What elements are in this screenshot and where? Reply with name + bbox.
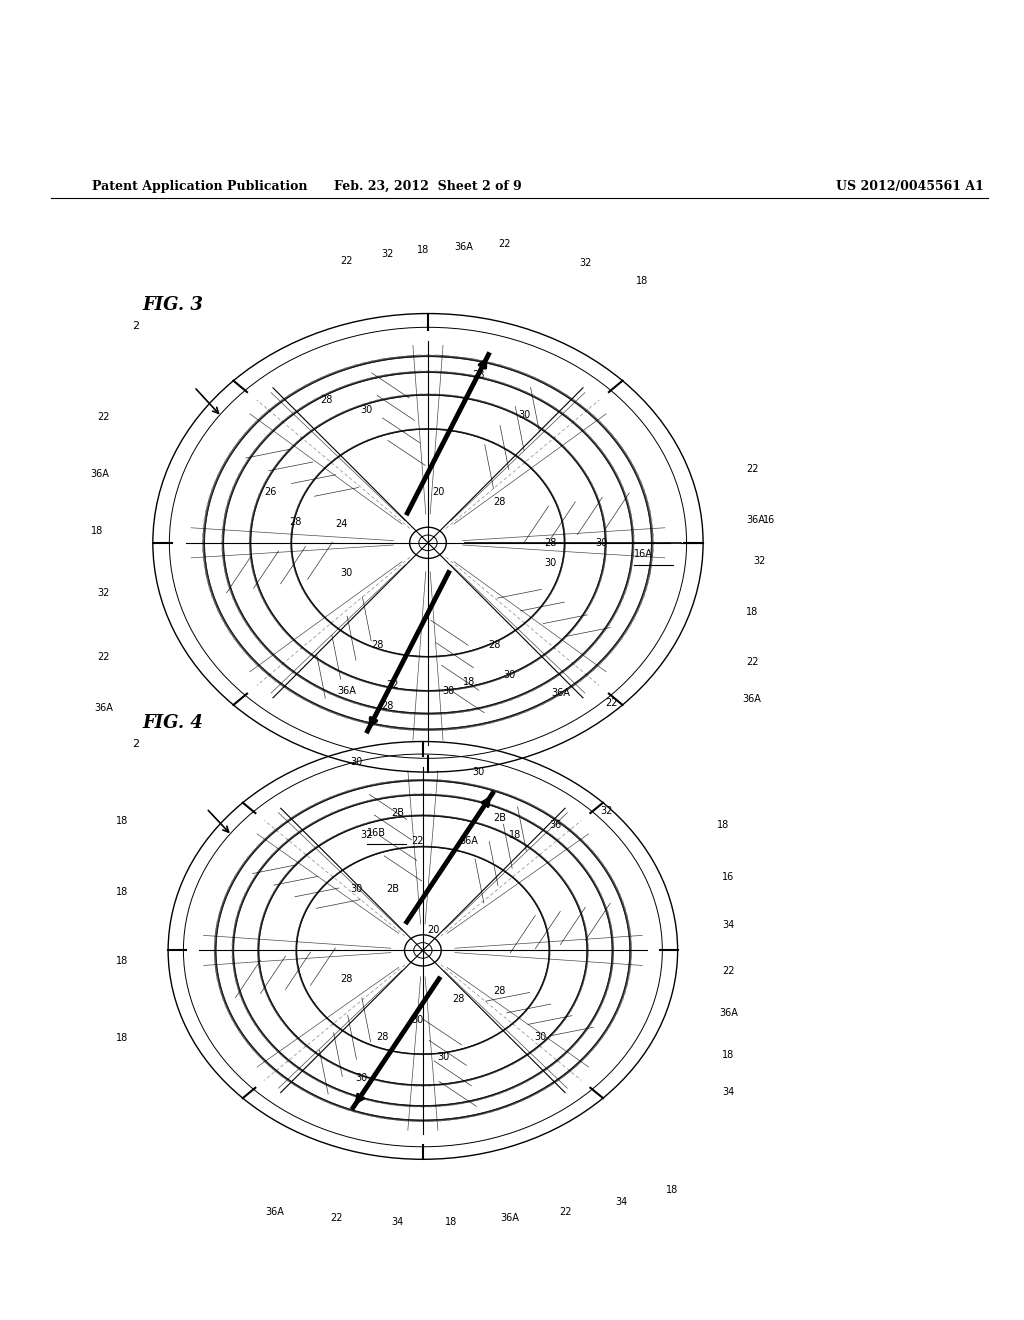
Text: 16B: 16B [367, 828, 386, 838]
Text: 22: 22 [412, 837, 424, 846]
Text: 30: 30 [340, 569, 352, 578]
Text: 36A: 36A [551, 688, 570, 697]
Text: 28: 28 [473, 370, 485, 380]
Text: 22: 22 [97, 412, 111, 421]
Text: Feb. 23, 2012  Sheet 2 of 9: Feb. 23, 2012 Sheet 2 of 9 [334, 180, 522, 193]
Text: 36A: 36A [337, 685, 356, 696]
Text: 16A: 16A [634, 549, 653, 560]
Text: 36A: 36A [719, 1008, 738, 1018]
Text: 2B: 2B [386, 884, 398, 894]
Text: 22: 22 [745, 465, 758, 474]
Text: 18: 18 [445, 1217, 458, 1228]
Text: 30: 30 [534, 1032, 546, 1041]
Text: 36A: 36A [90, 469, 110, 479]
Text: 22: 22 [722, 966, 735, 977]
Text: 28: 28 [453, 994, 465, 1005]
Text: 32: 32 [381, 249, 393, 260]
Text: 36A: 36A [265, 1208, 285, 1217]
Text: 28: 28 [488, 640, 501, 649]
Text: 36: 36 [549, 820, 561, 830]
Text: 28: 28 [290, 517, 302, 528]
Text: 32: 32 [360, 830, 373, 841]
Text: 2B: 2B [493, 813, 506, 822]
Text: 18: 18 [723, 1049, 734, 1060]
Text: 36A: 36A [500, 1213, 519, 1224]
Text: 30: 30 [595, 537, 607, 548]
Text: 16: 16 [763, 515, 775, 525]
Text: 32: 32 [97, 589, 111, 598]
Text: 2: 2 [132, 739, 139, 748]
Text: 24: 24 [335, 520, 347, 529]
Text: 34: 34 [723, 1088, 734, 1097]
Text: 22: 22 [97, 652, 111, 663]
Text: 20: 20 [432, 487, 444, 496]
Text: 22: 22 [386, 681, 398, 690]
Text: 2: 2 [132, 321, 139, 331]
Text: Patent Application Publication: Patent Application Publication [92, 180, 307, 193]
Text: 36A: 36A [94, 702, 114, 713]
Text: 28: 28 [319, 395, 332, 405]
Text: 28: 28 [340, 974, 352, 983]
Text: 18: 18 [417, 246, 429, 255]
Text: FIG. 3: FIG. 3 [142, 297, 204, 314]
Text: 18: 18 [745, 607, 758, 616]
Text: FIG. 4: FIG. 4 [142, 714, 204, 733]
Text: 18: 18 [91, 527, 103, 536]
Text: 30: 30 [518, 411, 530, 421]
Text: 30: 30 [473, 767, 485, 777]
Text: 26: 26 [264, 487, 276, 496]
Text: 28: 28 [494, 498, 506, 507]
Text: 18: 18 [116, 956, 128, 966]
Text: 22: 22 [559, 1208, 571, 1217]
Text: 30: 30 [412, 1015, 424, 1024]
Text: 22: 22 [340, 256, 352, 265]
Text: 18: 18 [116, 816, 128, 826]
Text: 22: 22 [605, 698, 617, 708]
Text: 28: 28 [494, 986, 506, 997]
Text: 18: 18 [667, 1185, 679, 1195]
Text: 30: 30 [355, 1073, 368, 1082]
Text: 30: 30 [360, 405, 373, 416]
Text: 18: 18 [116, 887, 128, 896]
Text: 18: 18 [509, 830, 521, 841]
Text: 36A: 36A [742, 694, 762, 704]
Text: 16: 16 [723, 873, 734, 882]
Text: 36A: 36A [460, 837, 478, 846]
Text: 28: 28 [381, 701, 393, 711]
Text: 30: 30 [544, 558, 556, 568]
Text: 30: 30 [350, 756, 362, 767]
Text: 28: 28 [371, 640, 383, 649]
Text: 34: 34 [391, 1217, 403, 1228]
Text: 20: 20 [427, 925, 439, 935]
Text: 30: 30 [442, 685, 455, 696]
Text: 22: 22 [498, 239, 511, 249]
Text: 18: 18 [116, 1034, 128, 1043]
Text: 36A: 36A [746, 515, 766, 525]
Text: 30: 30 [504, 671, 516, 680]
Text: 2B: 2B [391, 808, 403, 818]
Text: 18: 18 [463, 677, 475, 688]
Text: 22: 22 [330, 1213, 342, 1224]
Text: 34: 34 [723, 920, 734, 931]
Text: 32: 32 [600, 805, 612, 816]
Text: 32: 32 [753, 556, 765, 566]
Text: 18: 18 [636, 276, 648, 286]
Text: 28: 28 [544, 537, 556, 548]
Text: 36A: 36A [455, 243, 473, 252]
Text: US 2012/0045561 A1: US 2012/0045561 A1 [836, 180, 983, 193]
Text: 28: 28 [376, 1032, 388, 1041]
Text: 34: 34 [615, 1197, 628, 1206]
Text: 22: 22 [745, 657, 758, 667]
Text: 30: 30 [437, 1052, 450, 1063]
Text: 30: 30 [350, 884, 362, 894]
Text: 32: 32 [580, 257, 592, 268]
Text: 18: 18 [718, 820, 729, 830]
